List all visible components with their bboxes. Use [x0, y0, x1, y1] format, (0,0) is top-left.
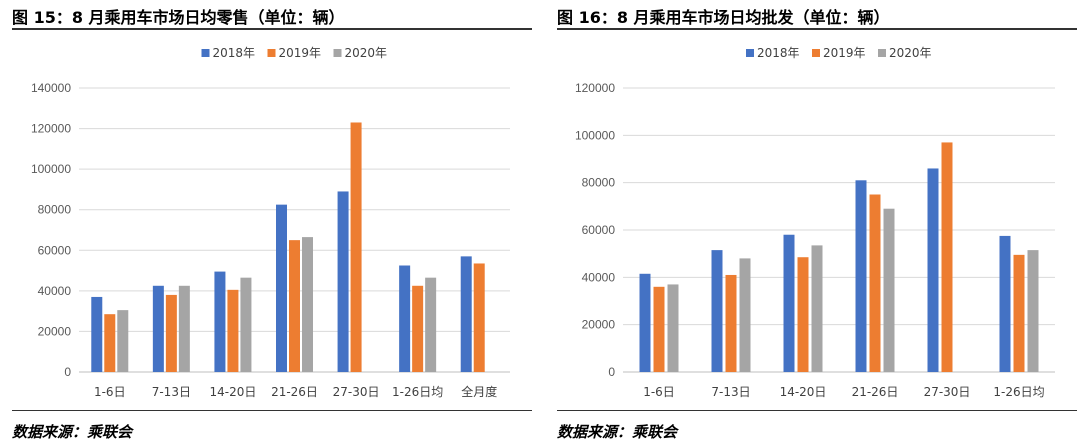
bar — [883, 208, 895, 372]
bar — [117, 310, 129, 372]
bar — [412, 285, 424, 372]
bar — [811, 245, 823, 372]
bar — [725, 274, 737, 372]
bar — [1013, 254, 1025, 372]
x-tick-label: 21-26日 — [271, 385, 318, 399]
y-tick-label: 0 — [608, 365, 615, 379]
figure-15-top-rule — [12, 28, 532, 30]
bar — [289, 240, 300, 372]
y-tick-label: 80000 — [38, 203, 72, 217]
legend-label: 2018年 — [213, 46, 256, 60]
bar — [667, 284, 679, 372]
y-tick-label: 60000 — [582, 223, 616, 237]
bar — [240, 277, 252, 372]
y-tick-label: 20000 — [582, 318, 616, 332]
bar — [783, 234, 795, 372]
x-tick-label: 27-30日 — [924, 385, 971, 399]
x-tick-label: 14-20日 — [209, 385, 256, 399]
figure-15-panel: 图 15：8 月乘用车市场日均零售（单位：辆） 0 20000 40000 60000… — [12, 0, 532, 445]
y-tick-label: 0 — [64, 365, 71, 379]
y-tick-label: 100000 — [31, 162, 71, 176]
bar — [227, 289, 239, 372]
figure-16-source: 数据来源：乘联会 — [557, 423, 678, 441]
bar — [460, 256, 472, 372]
x-tick-label: 1-6日 — [94, 385, 126, 399]
bar — [425, 277, 437, 372]
figure-16-title: 图 16：8 月乘用车市场日均批发（单位：辆） — [557, 8, 890, 27]
bar — [302, 237, 313, 372]
legend-swatch — [267, 49, 276, 57]
x-tick-label: 7-13日 — [711, 385, 750, 399]
y-tick-label: 120000 — [31, 122, 71, 136]
legend-label: 2020年 — [345, 46, 388, 60]
bar — [869, 194, 881, 372]
y-tick-label: 60000 — [38, 243, 72, 257]
bar — [165, 294, 177, 372]
legend-swatch — [878, 49, 886, 57]
y-tick-label: 80000 — [582, 176, 616, 190]
bar — [941, 142, 953, 372]
figure-16-top-rule — [557, 28, 1077, 30]
bar — [337, 191, 349, 372]
y-tick-label: 40000 — [38, 284, 72, 298]
bar — [999, 235, 1011, 372]
figure-16-chart: 0 20000 40000 60000 80000 100000 120000 1-6日 7-1… — [575, 46, 1055, 399]
bar — [855, 180, 867, 372]
bar — [350, 122, 362, 372]
x-tick-label: 全月度 — [461, 384, 497, 399]
legend-label: 2020年 — [889, 46, 932, 60]
bar — [473, 263, 485, 372]
bar — [91, 296, 103, 372]
bar — [152, 285, 164, 372]
legend-label: 2019年 — [823, 46, 866, 60]
legend-swatch — [333, 49, 342, 57]
y-tick-label: 140000 — [31, 81, 71, 95]
y-tick-label: 20000 — [38, 324, 72, 338]
x-tick-label: 1-6日 — [643, 385, 675, 399]
bar — [104, 314, 116, 372]
bar — [739, 258, 751, 372]
bar — [276, 204, 287, 372]
y-tick-label: 40000 — [582, 270, 616, 284]
bar — [639, 273, 651, 372]
bar — [927, 168, 939, 372]
legend-label: 2019年 — [279, 46, 322, 60]
legend-swatch — [746, 49, 754, 57]
figure-15-title: 图 15：8 月乘用车市场日均零售（单位：辆） — [12, 8, 345, 27]
x-tick-label: 14-20日 — [780, 385, 827, 399]
x-tick-label: 27-30日 — [333, 385, 380, 399]
legend-swatch — [812, 49, 820, 57]
x-tick-label: 7-13日 — [152, 385, 191, 399]
x-tick-label: 1-26日均 — [993, 385, 1044, 399]
bar — [214, 271, 226, 372]
legend-label: 2018年 — [757, 46, 800, 60]
bar — [178, 285, 190, 372]
bar — [399, 265, 411, 372]
x-tick-label: 1-26日均 — [392, 385, 443, 399]
y-tick-label: 100000 — [575, 128, 615, 142]
legend-swatch — [201, 49, 210, 57]
figure-15-bottom-rule — [12, 410, 532, 411]
figure-15-source: 数据来源：乘联会 — [12, 423, 133, 441]
bar — [797, 257, 809, 372]
bar — [653, 286, 665, 372]
bar — [1027, 250, 1039, 372]
figure-15-chart: 0 20000 40000 60000 80000 100000 120000 140000 1… — [31, 46, 510, 399]
figure-16-bottom-rule — [557, 410, 1077, 411]
figure-16-panel: 图 16：8 月乘用车市场日均批发（单位：辆） 0 20000 40000 60000… — [557, 0, 1077, 445]
x-tick-label: 21-26日 — [852, 385, 899, 399]
y-tick-label: 120000 — [575, 81, 615, 95]
bar — [711, 250, 723, 372]
